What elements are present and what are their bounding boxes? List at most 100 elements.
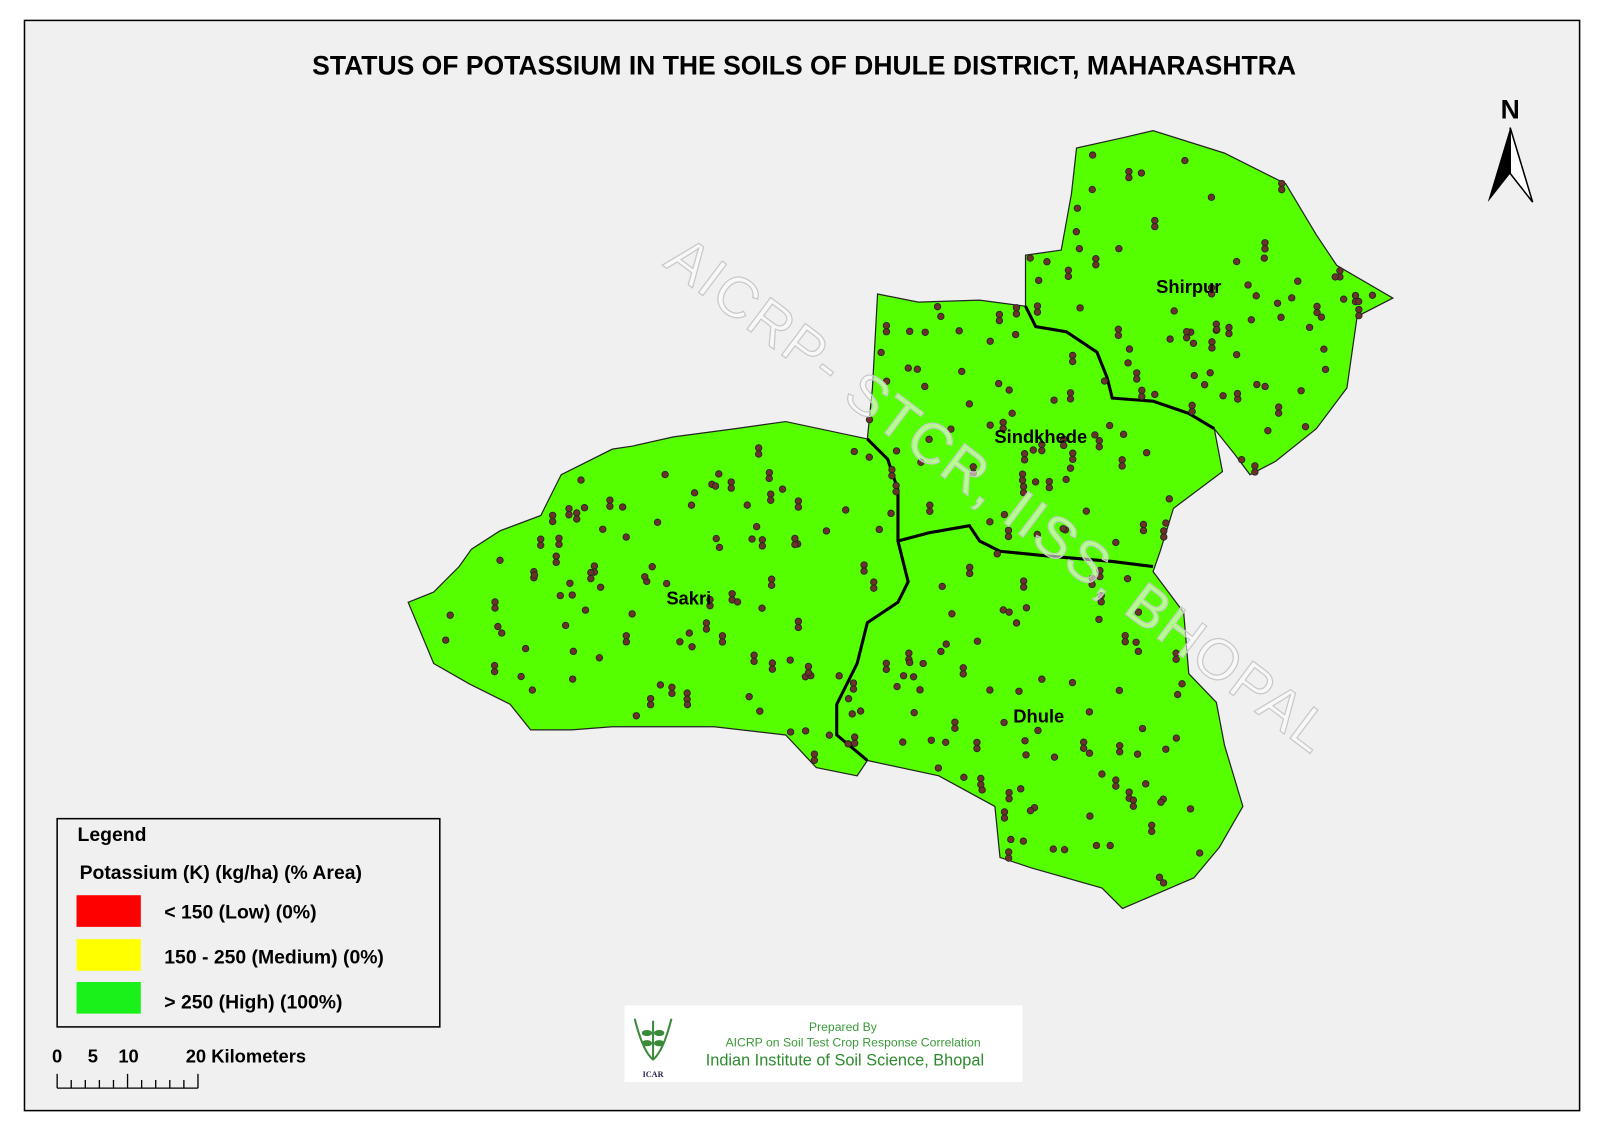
- sample-point: [1232, 257, 1241, 266]
- sample-point: [977, 774, 985, 783]
- sample-point: [494, 622, 502, 631]
- sample-point: [1138, 724, 1147, 733]
- sample-point: [1096, 572, 1104, 581]
- sample-point: [1026, 254, 1034, 262]
- sample-point: [959, 664, 967, 672]
- legend-swatch-medium: [76, 939, 141, 971]
- sample-point: [622, 533, 630, 541]
- sample-point: [899, 738, 907, 746]
- sample-point: [733, 598, 742, 606]
- sample-point: [926, 507, 934, 515]
- sample-point: [661, 470, 669, 479]
- sample-point: [1019, 837, 1028, 845]
- sample-point: [1251, 462, 1259, 470]
- sample-point: [1011, 330, 1020, 339]
- sample-point: [947, 425, 955, 433]
- sample-point: [948, 610, 956, 618]
- sample-point: [1092, 254, 1100, 263]
- sample-point: [1080, 744, 1088, 753]
- sample-point: [1219, 392, 1227, 400]
- sample-point: [1020, 450, 1029, 458]
- sample-point: [606, 496, 614, 504]
- sample-point: [632, 712, 640, 720]
- sample-point: [955, 327, 963, 335]
- sample-point: [580, 504, 589, 512]
- sample-point: [1244, 281, 1252, 289]
- sample-point: [849, 679, 858, 687]
- sample-point: [1005, 795, 1013, 803]
- sample-point: [849, 685, 858, 693]
- sample-point: [1020, 456, 1029, 464]
- sample-point: [938, 582, 946, 591]
- sample-point: [888, 472, 896, 480]
- sample-point: [942, 738, 950, 746]
- sample-point: [1008, 409, 1016, 417]
- sample-point: [490, 661, 499, 670]
- sample-point: [1301, 423, 1310, 431]
- sample-point: [750, 651, 758, 659]
- sample-point: [1068, 351, 1077, 360]
- sample-point: [986, 421, 994, 429]
- sample-point: [1237, 455, 1246, 464]
- sample-point: [1076, 304, 1084, 312]
- sample-point: [1026, 807, 1035, 815]
- sample-point: [577, 476, 585, 484]
- sample-point: [1068, 678, 1077, 687]
- sample-point: [1020, 577, 1028, 585]
- sample-point: [1247, 316, 1256, 324]
- sample-point: [1182, 327, 1191, 336]
- sample-point: [599, 525, 607, 533]
- sample-point: [491, 604, 499, 612]
- sample-point: [995, 379, 1003, 388]
- sample-point: [966, 563, 974, 572]
- sample-point: [690, 489, 699, 497]
- sample-point: [1119, 430, 1128, 439]
- sample-point: [573, 509, 581, 517]
- sample-point: [1206, 369, 1214, 377]
- sample-point: [1064, 266, 1073, 274]
- sample-point: [683, 689, 691, 697]
- legend-label-high: > 250 (High) (100%): [164, 992, 342, 1014]
- sample-point: [882, 321, 891, 330]
- sample-point: [1125, 167, 1133, 176]
- sample-point: [743, 501, 751, 509]
- sample-point: [556, 591, 564, 600]
- sample-point: [1225, 323, 1233, 332]
- taluka-label-shirpur: Shirpur: [1156, 276, 1221, 297]
- sample-point: [959, 670, 967, 678]
- sample-point: [969, 469, 977, 477]
- sample-point: [1092, 261, 1100, 269]
- sample-point: [1233, 389, 1242, 398]
- sample-point: [973, 738, 981, 747]
- sample-point: [786, 656, 794, 664]
- sample-point: [1118, 456, 1126, 464]
- sample-point: [860, 561, 868, 569]
- sample-point: [1157, 798, 1165, 806]
- sample-point: [1288, 294, 1296, 302]
- sample-point: [702, 625, 711, 633]
- sample-point: [934, 764, 943, 772]
- sample-point: [1142, 780, 1150, 788]
- sample-point: [517, 672, 525, 681]
- sample-point: [1098, 770, 1106, 778]
- sample-point: [904, 364, 912, 372]
- sample-point: [606, 502, 614, 510]
- sample-point: [1313, 302, 1321, 311]
- sample-point: [916, 686, 924, 694]
- sample-point: [892, 481, 900, 490]
- sample-point: [548, 517, 557, 526]
- sample-point: [568, 675, 577, 683]
- sample-point: [1095, 443, 1103, 451]
- sample-point: [1123, 575, 1132, 583]
- sample-point: [587, 575, 595, 583]
- sample-point: [1134, 608, 1143, 616]
- sample-point: [1124, 359, 1132, 367]
- sample-point: [810, 750, 819, 758]
- sample-point: [1173, 690, 1182, 699]
- sample-point: [595, 654, 604, 662]
- sample-point: [1129, 796, 1138, 804]
- sample-point: [1200, 381, 1209, 389]
- sample-point: [1031, 478, 1040, 486]
- sample-point: [1033, 308, 1042, 316]
